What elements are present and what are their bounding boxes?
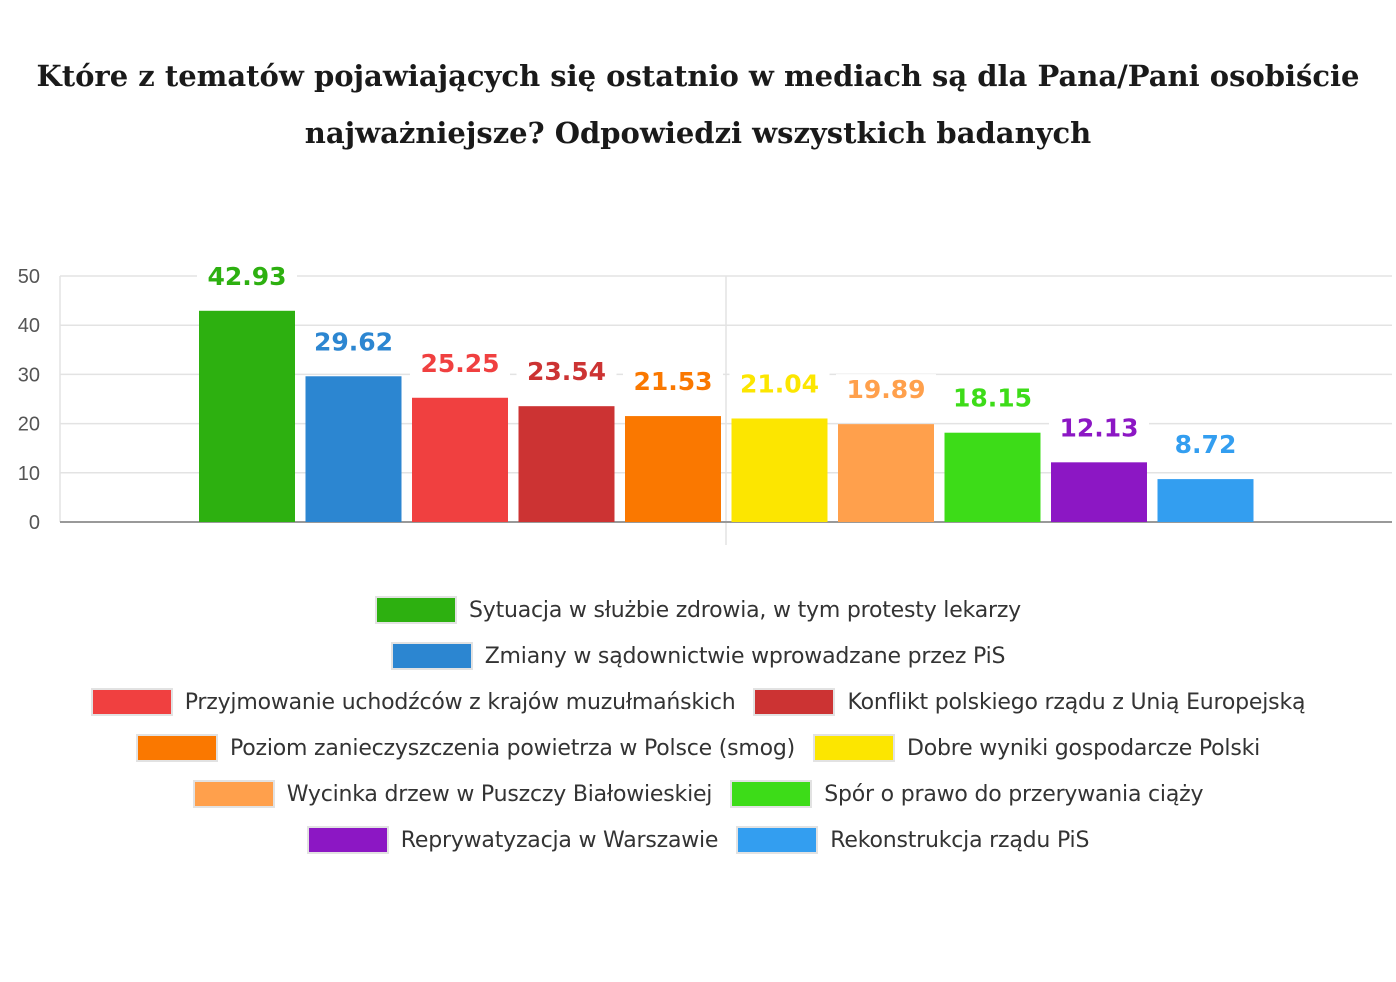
legend-swatch — [730, 780, 813, 808]
data-label: 23.54 — [527, 357, 606, 386]
legend-label: Sytuacja w służbie zdrowia, w tym protes… — [468, 597, 1022, 623]
legend-row: Reprywatyzacja w Warszawie Rekonstrukcja … — [0, 820, 1396, 860]
data-label-background — [1155, 429, 1256, 464]
data-label-background — [836, 374, 936, 409]
legend-item[interactable]: Reprywatyzacja w Warszawie — [306, 826, 719, 854]
data-label: 12.13 — [1059, 413, 1138, 442]
data-label: 18.15 — [953, 384, 1032, 413]
data-label: 19.89 — [846, 375, 925, 404]
legend-swatch — [135, 734, 218, 762]
data-label: 21.04 — [740, 369, 819, 398]
y-tick-label: 10 — [18, 463, 40, 485]
legend-label: Wycinka drzew w Puszczy Białowieskiej — [286, 781, 713, 807]
legend-swatch — [390, 642, 473, 670]
legend-item[interactable]: Konflikt polskiego rządu z Unią Europejs… — [753, 688, 1305, 716]
bar — [625, 416, 721, 522]
data-label-background — [1049, 412, 1149, 447]
bar-chart: 0 10 20 30 40 50 42.93 29.62 25.25 23.54 21.53 21.0… — [18, 260, 1392, 545]
y-tick-label: 50 — [18, 266, 40, 288]
bar — [518, 406, 615, 522]
legend-label: Przyjmowanie uchodźców z krajów muzułmań… — [184, 689, 736, 715]
data-label-background — [623, 366, 723, 401]
legend-row: Przyjmowanie uchodźców z krajów muzułmań… — [0, 682, 1396, 722]
legend-item[interactable]: Rekonstrukcja rządu PiS — [736, 826, 1089, 854]
bar — [838, 424, 934, 522]
legend-label: Spór o prawo do przerywania ciąży — [824, 781, 1204, 807]
bar — [305, 376, 402, 522]
data-label: 42.93 — [207, 262, 286, 291]
data-label: 8.72 — [1175, 430, 1237, 459]
legend-item[interactable]: Dobre wyniki gospodarcze Polski — [813, 734, 1260, 762]
legend-label: Zmiany w sądownictwie wprowadzane przez … — [484, 643, 1006, 669]
bar — [944, 432, 1041, 522]
chart-title-line-1: Które z tematów pojawiających się ostatn… — [36, 59, 1360, 93]
legend-label: Konflikt polskiego rządu z Unią Europejs… — [847, 689, 1306, 715]
data-label-background — [729, 368, 830, 403]
legend-swatch — [813, 734, 896, 762]
legend-label: Dobre wyniki gospodarcze Polski — [907, 735, 1261, 761]
data-label-background — [197, 260, 297, 295]
y-tick-label: 30 — [18, 364, 40, 386]
bar — [1157, 479, 1254, 522]
legend-item[interactable]: Poziom zanieczyszczenia powietrza w Pols… — [135, 734, 796, 762]
data-label: 21.53 — [633, 367, 712, 396]
legend-label: Poziom zanieczyszczenia powietrza w Pols… — [229, 735, 796, 761]
data-label-background — [942, 382, 1043, 417]
data-label-background — [516, 356, 617, 391]
legend-swatch — [192, 780, 275, 808]
legend-label: Rekonstrukcja rządu PiS — [830, 827, 1090, 853]
chart-title-line-2: najważniejsze? Odpowiedzi wszystkich bad… — [304, 116, 1092, 150]
legend-swatch — [753, 688, 836, 716]
bar — [1051, 462, 1147, 522]
y-tick-label: 20 — [18, 414, 40, 436]
legend-swatch — [374, 596, 457, 624]
legend-row: Sytuacja w służbie zdrowia, w tym protes… — [0, 590, 1396, 630]
data-label: 29.62 — [314, 327, 393, 356]
data-label-background — [410, 347, 510, 382]
y-tick-label: 0 — [29, 512, 40, 534]
legend-swatch — [90, 688, 173, 716]
legend-label: Reprywatyzacja w Warszawie — [400, 827, 719, 853]
legend-item[interactable]: Spór o prawo do przerywania ciąży — [730, 780, 1203, 808]
chart-title: Które z tematów pojawiających się ostatn… — [0, 48, 1396, 162]
data-label: 25.25 — [420, 349, 499, 378]
legend-item[interactable]: Sytuacja w służbie zdrowia, w tym protes… — [374, 596, 1022, 624]
legend-item[interactable]: Przyjmowanie uchodźców z krajów muzułmań… — [90, 688, 736, 716]
legend-row: Poziom zanieczyszczenia powietrza w Pols… — [0, 728, 1396, 768]
legend-row: Zmiany w sądownictwie wprowadzane przez … — [0, 636, 1396, 676]
bar — [731, 418, 828, 522]
bar — [199, 310, 295, 522]
y-tick-label: 40 — [18, 315, 40, 337]
legend-item[interactable]: Zmiany w sądownictwie wprowadzane przez … — [390, 642, 1006, 670]
legend-item[interactable]: Wycinka drzew w Puszczy Białowieskiej — [192, 780, 713, 808]
legend-swatch — [736, 826, 819, 854]
data-label-background — [303, 326, 404, 361]
legend-swatch — [306, 826, 389, 854]
legend-row: Wycinka drzew w Puszczy Białowieskiej Spó… — [0, 774, 1396, 814]
bar — [412, 397, 508, 522]
